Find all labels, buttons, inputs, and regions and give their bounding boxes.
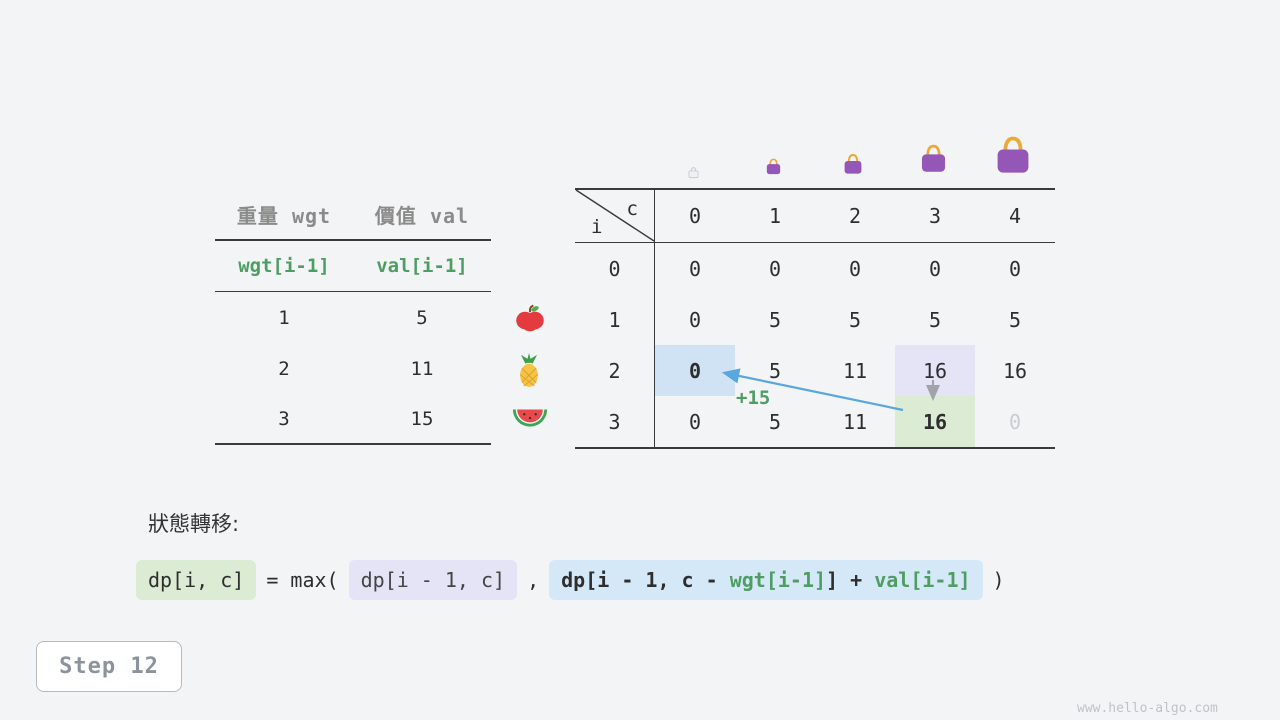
items-table-row-3: 3 15 — [215, 394, 491, 445]
state-transition-formula: dp[i, c] = max( dp[i - 1, c] , dp[i - 1,… — [136, 560, 1005, 600]
formula-operator: = max( — [266, 568, 339, 592]
dp-table: c i 0 1 2 3 4 0 0 0 0 0 0 1 0 5 5 5 5 2 … — [575, 188, 1055, 449]
dp-cell-2-2: 11 — [842, 358, 868, 383]
items-table-header-row: 重量 wgt 價值 val — [215, 190, 491, 241]
pineapple-icon — [513, 351, 545, 393]
row-variable-label: i — [591, 216, 603, 238]
dp-row-header-0: 0 — [575, 243, 655, 294]
dp-cell-0-3: 0 — [928, 256, 942, 281]
dp-corner-cell: c i — [575, 190, 655, 243]
bag-capacity-2-icon — [841, 152, 865, 180]
dp-cell-3-4: 0 — [1008, 409, 1022, 434]
dp-col-header-1: 1 — [735, 190, 815, 243]
dp-cell-1-2: 5 — [848, 307, 862, 332]
items-var-wgt: wgt[i-1] — [238, 255, 330, 277]
dp-cell-1-0: 0 — [688, 307, 702, 332]
formula-section-title: 狀態轉移: — [148, 512, 240, 536]
bag-capacity-4-icon — [991, 133, 1035, 181]
formula-arg2-part3: ] + — [826, 568, 875, 592]
item-2-value: 11 — [410, 357, 434, 380]
dp-cell-3-3-current-highlight: 16 — [895, 396, 975, 447]
transition-value-label: +15 — [736, 387, 771, 409]
dp-row-header-1: 1 — [575, 294, 655, 345]
item-3-weight: 3 — [278, 407, 290, 430]
dp-cell-0-0: 0 — [688, 256, 702, 281]
formula-arg2-val: val[i-1] — [874, 568, 971, 592]
bag-capacity-1-icon — [764, 157, 783, 180]
item-2-weight: 2 — [278, 357, 290, 380]
dp-cell-3-1: 5 — [768, 409, 782, 434]
apple-icon — [515, 303, 545, 337]
dp-col-header-4: 4 — [975, 190, 1055, 243]
empty-bag-icon — [687, 164, 700, 183]
dp-cell-2-3-source-highlight: 16 — [895, 345, 975, 396]
dp-cell-2-0-source-highlight: 0 — [655, 345, 735, 396]
item-1-weight: 1 — [278, 306, 290, 329]
items-table-variable-row: wgt[i-1] val[i-1] — [215, 241, 491, 292]
items-col-header-weight: 重量 wgt — [236, 204, 332, 228]
item-3-value: 15 — [410, 407, 434, 430]
dp-cell-0-4: 0 — [1008, 256, 1022, 281]
items-table-row-2: 2 11 — [215, 343, 491, 394]
items-col-header-value: 價值 val — [374, 204, 470, 228]
formula-closing: ) — [992, 568, 1005, 592]
dp-col-header-2: 2 — [815, 190, 895, 243]
dp-col-header-3: 3 — [895, 190, 975, 243]
dp-cell-0-1: 0 — [768, 256, 782, 281]
dp-col-header-0: 0 — [655, 190, 735, 243]
items-table: 重量 wgt 價值 val wgt[i-1] val[i-1] 1 5 2 11… — [215, 190, 491, 445]
bag-capacity-3-icon — [917, 142, 950, 179]
dp-row-header-2: 2 — [575, 345, 655, 396]
dp-row-header-3: 3 — [575, 396, 655, 447]
formula-separator: , — [527, 568, 540, 592]
dp-cell-3-0: 0 — [688, 409, 702, 434]
dp-cell-0-2: 0 — [848, 256, 862, 281]
formula-arg2-part1: dp[i - 1, c - — [561, 568, 730, 592]
watermark: www.hello-algo.com — [1077, 701, 1218, 716]
formula-lhs-chip: dp[i, c] — [136, 560, 257, 600]
item-1-value: 5 — [416, 306, 428, 329]
dp-cell-1-4: 5 — [1008, 307, 1022, 332]
step-badge: Step 12 — [36, 641, 182, 692]
dp-cell-1-3: 5 — [928, 307, 942, 332]
dp-cell-1-1: 5 — [768, 307, 782, 332]
formula-arg1-chip: dp[i - 1, c] — [348, 560, 518, 600]
dp-cell-2-4: 16 — [1002, 358, 1028, 383]
watermelon-icon — [511, 407, 549, 435]
items-table-row-1: 1 5 — [215, 292, 491, 343]
col-variable-label: c — [626, 198, 638, 220]
dp-cell-3-2: 11 — [842, 409, 868, 434]
items-var-val: val[i-1] — [376, 255, 468, 277]
formula-arg2-chip: dp[i - 1, c - wgt[i-1]] + val[i-1] — [549, 560, 983, 600]
formula-arg2-wgt: wgt[i-1] — [729, 568, 827, 592]
